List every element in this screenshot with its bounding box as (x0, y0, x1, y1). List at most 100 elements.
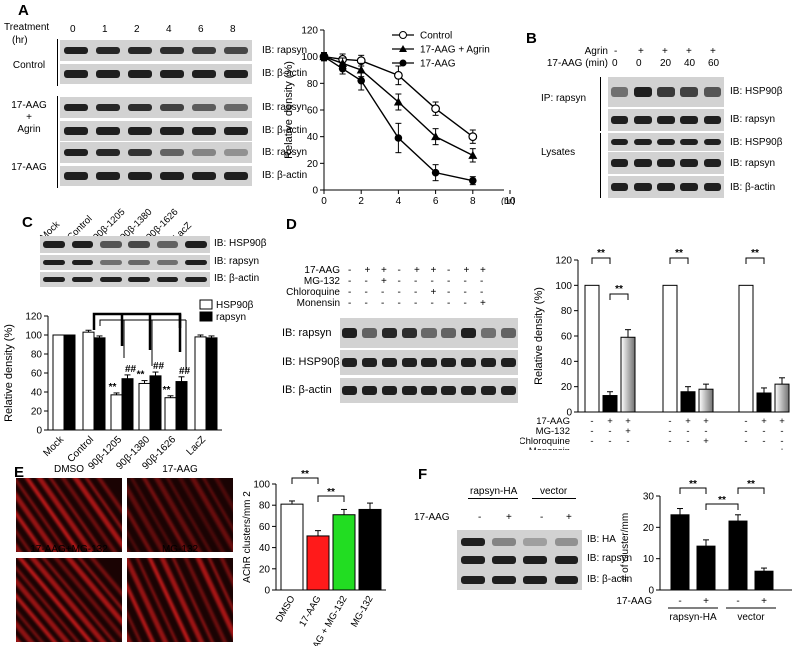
e-y-tick-label: 20 (259, 564, 271, 575)
e-bar (280, 503, 304, 591)
lysate-bracket (600, 133, 601, 198)
f-row-label: IB: rapsyn (587, 553, 633, 564)
d-treatment-value: - (430, 276, 434, 287)
f-bar (696, 545, 716, 591)
blot-row-label: IB: rapsyn (262, 147, 308, 158)
micrograph (127, 478, 233, 552)
blot-band (441, 358, 457, 367)
d-bar (620, 336, 636, 413)
a-x-tick-label: 2 (358, 196, 364, 205)
f-sig-bracket (737, 487, 765, 494)
blot-band (610, 86, 629, 98)
a-point (431, 104, 441, 114)
a-legend-label: 17-AAG + Agrin (420, 45, 490, 56)
blot-rapsyn (60, 97, 252, 118)
d-chart-row-value: - (744, 416, 747, 427)
group-bracket (57, 141, 58, 188)
c-blot-hsp90 (40, 236, 210, 253)
agrin-value: + (710, 46, 716, 57)
a-series-line (323, 56, 474, 156)
blot-band (703, 183, 722, 191)
a-point (320, 52, 328, 61)
aag-value: 40 (684, 58, 696, 69)
b-ip-rapsyn (608, 109, 724, 131)
d-row-label: IB: HSP90β (282, 356, 340, 368)
blot-band (703, 159, 722, 167)
blot-band (185, 241, 207, 248)
d-treatment-value: - (463, 287, 467, 298)
a-point (431, 132, 441, 141)
e-sig-bracket (291, 477, 319, 484)
a-x-tick-label: 0 (321, 196, 327, 205)
blot-band (362, 386, 378, 395)
blot-band (95, 148, 121, 157)
d-treatment-label: Chloroquine (286, 287, 340, 298)
blot-row-label: IB: β-actin (262, 170, 308, 181)
d-treatment-label: Monensin (296, 298, 340, 309)
f-aag-label: 17-AAG (414, 512, 450, 523)
d-chart-row-value: - (762, 436, 765, 447)
agrin-label: Agrin (584, 46, 608, 57)
e-y-label: AChR clusters/mm 2 (242, 491, 253, 583)
blot-band (191, 148, 217, 157)
d-treatment-value: - (364, 298, 368, 309)
b-row-label: IB: β-actin (730, 182, 776, 193)
c-bar (175, 381, 188, 431)
d-treatment-value: - (414, 298, 418, 309)
c-bar (63, 334, 76, 431)
d-treatment-value: - (447, 265, 451, 276)
d-treatment-value: - (480, 276, 484, 287)
blot-band (159, 172, 185, 180)
blot-row-label: IB: β-actin (262, 125, 308, 136)
c-y-tick-label: 40 (31, 388, 43, 399)
group-label: 17-AAG + Agrin (11, 100, 47, 135)
blot-band (185, 276, 207, 283)
blot-band (128, 241, 150, 248)
d-treatment-value: + (364, 265, 371, 276)
d-bar (774, 383, 790, 413)
c-bar (82, 331, 95, 431)
blot-band (223, 127, 249, 135)
f-chart-group-label: rapsyn-HA (669, 612, 717, 623)
d-chart-row-value: - (608, 446, 611, 450)
blot-band (461, 358, 477, 367)
panel-b-label: B (526, 30, 537, 47)
c-sig-label: ** (163, 385, 171, 396)
d-treatment-value: + (381, 265, 387, 276)
panel-f-label: F (418, 466, 428, 483)
blot-band (71, 276, 94, 283)
c-sig-label: ## (179, 366, 191, 377)
blot-band (71, 259, 94, 266)
blot-row-label: IB: β-actin (262, 68, 308, 79)
micrograph (16, 478, 122, 552)
e-x-tick-label: DMSO (274, 594, 298, 624)
d-treatment-value: + (480, 265, 486, 276)
d-chart-row-value: + (703, 416, 709, 427)
d-chart-row-value: + (625, 426, 631, 437)
a-point (431, 168, 440, 177)
f-chart-aag-value: - (678, 596, 681, 607)
blot-band (128, 276, 150, 283)
aag-value: 0 (612, 58, 618, 69)
d-sig-label: ** (751, 248, 759, 259)
f-y-tick-label: 30 (643, 492, 655, 503)
d-blot-hsp90 (340, 350, 518, 375)
blot-band (159, 103, 185, 112)
blot-band (401, 358, 417, 367)
f-chart-aag-value: + (703, 596, 709, 607)
panel-a-label: A (18, 2, 29, 19)
d-chart-row-value: + (607, 416, 613, 427)
blot-band (342, 386, 358, 395)
blot-band (554, 576, 579, 584)
e-y-tick-label: 40 (259, 543, 271, 554)
c-bar (110, 394, 123, 431)
ip-bracket (600, 77, 601, 131)
d-chart-row-value: - (780, 426, 783, 437)
blot-band (185, 259, 207, 266)
a-y-tick-label: 40 (307, 132, 319, 143)
timepoint-label: 2 (134, 24, 140, 35)
blot-band (460, 556, 485, 564)
d-chart-row-value: - (590, 416, 593, 427)
d-row-label: IB: β-actin (282, 384, 332, 396)
panel-d-bar-chart: 0 20 40 60 80 100 120 Relative density (%) ** ** *… (520, 248, 790, 450)
